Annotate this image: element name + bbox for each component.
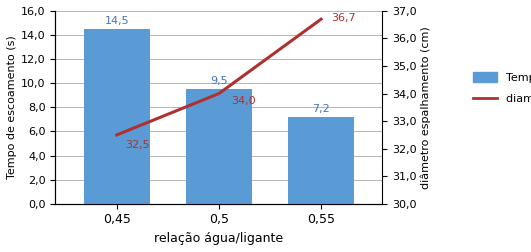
Text: 34,0: 34,0: [231, 96, 256, 106]
Text: 36,7: 36,7: [331, 13, 356, 23]
Legend: Tempo escoame, diametro espalh: Tempo escoame, diametro espalh: [469, 68, 531, 108]
Text: 7,2: 7,2: [312, 104, 330, 114]
X-axis label: relação água/ligante: relação água/ligante: [155, 232, 284, 245]
Text: 9,5: 9,5: [210, 76, 228, 86]
Text: 14,5: 14,5: [105, 16, 129, 26]
Bar: [288, 117, 354, 204]
Bar: [83, 29, 150, 204]
Text: 32,5: 32,5: [125, 140, 150, 150]
Y-axis label: Tempo de escoamento (s): Tempo de escoamento (s): [7, 36, 17, 179]
Y-axis label: diâmetro espalhamento (cm): diâmetro espalhamento (cm): [421, 26, 431, 189]
Bar: [186, 89, 252, 204]
